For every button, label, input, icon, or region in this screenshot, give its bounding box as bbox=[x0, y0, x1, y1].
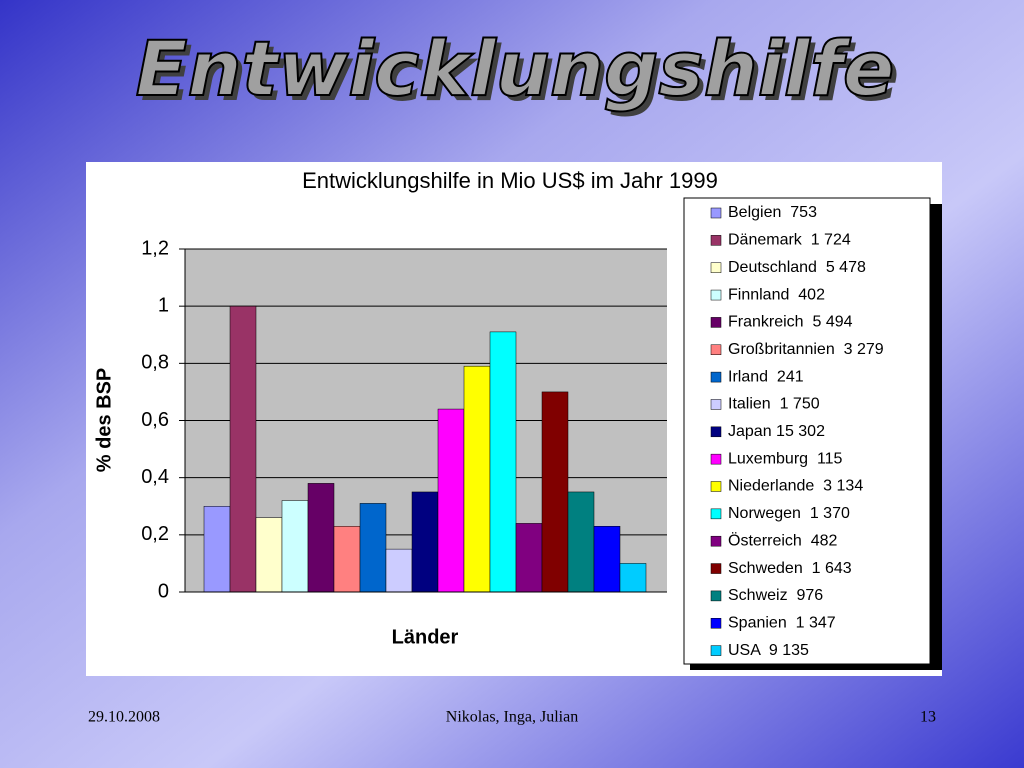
bar bbox=[385, 548, 413, 593]
bar bbox=[255, 517, 283, 593]
legend-swatch bbox=[710, 317, 722, 328]
legend-label: Niederlande 3 134 bbox=[728, 478, 863, 495]
legend-swatch bbox=[710, 481, 722, 492]
bar bbox=[593, 526, 621, 593]
y-tick-label: 0,4 bbox=[141, 466, 169, 488]
legend-swatch bbox=[710, 563, 722, 574]
bar bbox=[203, 506, 231, 593]
legend-swatch bbox=[710, 535, 722, 547]
legend-swatch bbox=[710, 207, 722, 219]
legend-swatch bbox=[710, 618, 722, 629]
page-number: 13 bbox=[920, 709, 936, 726]
slide-title: Entwicklungshilfe bbox=[136, 24, 895, 113]
legend-swatch bbox=[710, 426, 722, 438]
legend-label: Deutschland 5 478 bbox=[728, 259, 866, 276]
y-tick-label: 1 bbox=[158, 294, 169, 316]
legend-swatch bbox=[710, 262, 722, 273]
bar bbox=[619, 563, 647, 593]
bar bbox=[541, 391, 569, 593]
legend-swatch bbox=[710, 371, 722, 383]
legend-label: Irland 241 bbox=[728, 368, 804, 385]
bar bbox=[489, 331, 517, 593]
bar bbox=[229, 305, 257, 593]
legend-label: Großbritannien 3 279 bbox=[728, 341, 884, 358]
y-tick-label: 1,2 bbox=[141, 237, 169, 259]
y-tick-label: 0 bbox=[158, 580, 169, 602]
legend-swatch bbox=[710, 453, 722, 465]
legend-swatch bbox=[710, 235, 722, 246]
chart-title: Entwicklungshilfe in Mio US$ im Jahr 199… bbox=[302, 168, 718, 193]
y-tick-label: 0,6 bbox=[141, 409, 169, 431]
y-axis-label: % des BSP bbox=[93, 368, 115, 472]
bar bbox=[307, 483, 335, 593]
bar bbox=[437, 408, 465, 593]
bar bbox=[333, 526, 361, 593]
legend-label: Schweden 1 643 bbox=[728, 560, 852, 577]
legend-label: USA 9 135 bbox=[728, 642, 809, 659]
legend-label: Schweiz 976 bbox=[728, 587, 823, 604]
y-tick-label: 0,8 bbox=[141, 352, 169, 374]
bar bbox=[359, 503, 387, 593]
legend-label: Österreich 482 bbox=[728, 531, 837, 549]
legend-label: Belgien 753 bbox=[728, 204, 817, 221]
slide-title-shadow: Entwicklungshilfe bbox=[141, 29, 900, 118]
legend-label: Norwegen 1 370 bbox=[728, 505, 850, 522]
bar bbox=[281, 500, 309, 593]
legend-label: Luxemburg 115 bbox=[728, 450, 843, 467]
legend-label: Dänemark 1 724 bbox=[728, 232, 851, 249]
bar bbox=[515, 523, 543, 593]
legend-swatch bbox=[710, 590, 722, 602]
footer-authors: Nikolas, Inga, Julian bbox=[446, 709, 578, 726]
legend-label: Frankreich 5 494 bbox=[728, 314, 853, 331]
legend-label: Spanien 1 347 bbox=[728, 614, 836, 631]
bar bbox=[411, 491, 439, 593]
legend-label: Finnland 402 bbox=[728, 286, 825, 303]
legend-swatch bbox=[710, 344, 722, 355]
x-axis-label: Länder bbox=[392, 626, 459, 648]
bar bbox=[567, 491, 595, 593]
legend-swatch bbox=[710, 508, 722, 520]
legend bbox=[683, 197, 931, 665]
bar bbox=[463, 365, 491, 593]
legend-swatch bbox=[710, 289, 722, 301]
y-tick-label: 0,2 bbox=[141, 523, 169, 545]
legend-label: Japan 15 302 bbox=[728, 423, 825, 440]
legend-label: Italien 1 750 bbox=[728, 396, 820, 413]
legend-swatch bbox=[710, 645, 722, 656]
legend-swatch bbox=[710, 399, 722, 410]
footer-date: 29.10.2008 bbox=[88, 709, 160, 726]
